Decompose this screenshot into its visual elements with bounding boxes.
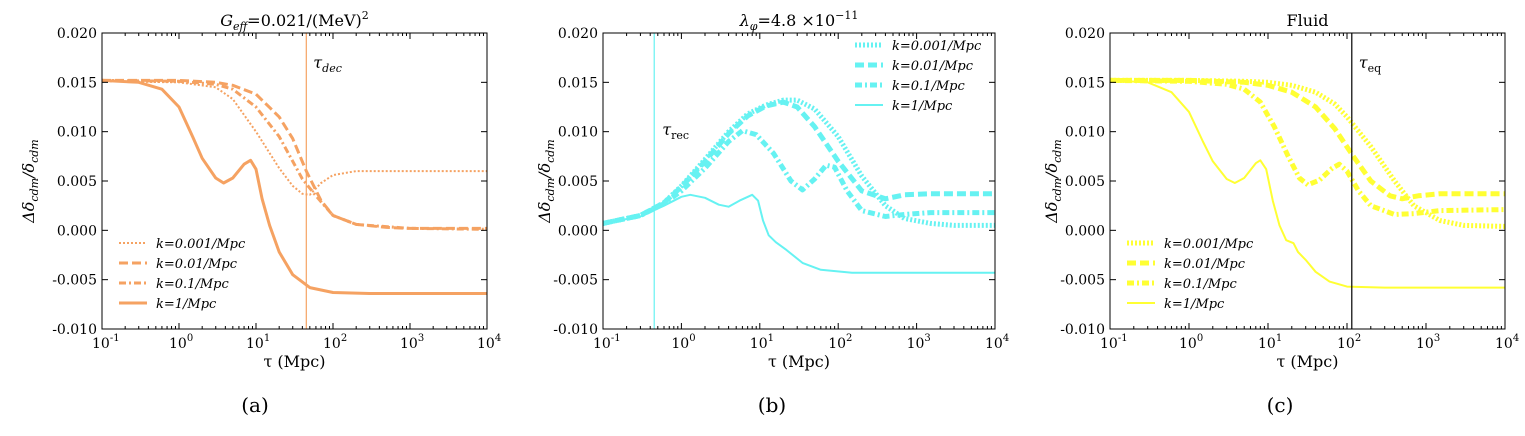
y-tick-label: 0.005 bbox=[57, 174, 97, 190]
legend-entry: k=0.01/Mpc bbox=[1164, 257, 1246, 272]
y-tick-label: 0.005 bbox=[558, 174, 598, 190]
x-axis-label: τ (Mpc) bbox=[768, 352, 830, 371]
x-tick-label: 104 bbox=[477, 333, 501, 352]
y-tick-label: 0.015 bbox=[1065, 75, 1105, 91]
y-tick-label: 0.000 bbox=[558, 223, 598, 239]
y-tick-label: 0.000 bbox=[1065, 223, 1105, 239]
y-tick-label: 0.015 bbox=[57, 75, 97, 91]
y-tick-label: 0.010 bbox=[558, 125, 598, 141]
panel-label: (a) bbox=[241, 393, 269, 417]
y-tick-label: 0.010 bbox=[57, 125, 97, 141]
series-line-solid-4 bbox=[603, 193, 995, 274]
y-tick-label: 0.000 bbox=[57, 223, 97, 239]
x-tick-label: 102 bbox=[1337, 333, 1361, 352]
x-tick-label: 100 bbox=[169, 333, 193, 352]
y-tick-label: 0.010 bbox=[1065, 125, 1105, 141]
plot-frame bbox=[602, 32, 996, 330]
x-tick-label: 100 bbox=[1179, 333, 1203, 352]
chart-title: Geff=0.021/(MeV)2 bbox=[220, 9, 369, 33]
y-tick-label: 0.020 bbox=[1065, 26, 1105, 42]
y-tick-label: 0.005 bbox=[1065, 174, 1105, 190]
legend-entry: k=0.1/Mpc bbox=[156, 277, 229, 292]
chart-title: λφ=4.8 ×10−11 bbox=[739, 9, 859, 33]
vline-label: τrec bbox=[662, 120, 689, 142]
y-tick-label: -0.010 bbox=[1060, 322, 1105, 338]
legend-entry: k=0.01/Mpc bbox=[892, 59, 974, 74]
x-tick-label: 103 bbox=[400, 333, 424, 352]
series-line-dashdot-3 bbox=[102, 78, 487, 231]
x-tick-label: 103 bbox=[1416, 333, 1440, 352]
x-tick-label: 102 bbox=[323, 333, 347, 352]
vline-label: τdec bbox=[313, 53, 342, 75]
y-tick-label: 0.020 bbox=[57, 26, 97, 42]
legend: k=0.001/Mpc k=0.01/Mpc k=0.1/Mpc k=1/Mpc bbox=[1127, 237, 1254, 312]
x-tick-label: 103 bbox=[907, 333, 931, 352]
legend-entry: k=1/Mpc bbox=[1164, 297, 1225, 312]
legend-entry: k=1/Mpc bbox=[156, 297, 217, 312]
y-axis-label: Δδcdm/δcdm bbox=[535, 139, 557, 224]
legend-entry: k=0.001/Mpc bbox=[156, 237, 246, 252]
x-tick-label: 100 bbox=[671, 333, 695, 352]
legend-entry: k=0.001/Mpc bbox=[892, 39, 982, 54]
legend-entry: k=0.01/Mpc bbox=[156, 257, 238, 272]
series-line-dashed-2 bbox=[102, 78, 487, 230]
series-line-solid-4 bbox=[102, 78, 487, 295]
vline-label: τeq bbox=[1359, 53, 1381, 75]
legend-entry: k=1/Mpc bbox=[892, 99, 953, 114]
x-tick-label: 101 bbox=[750, 333, 774, 352]
series-line-solid-4 bbox=[1110, 79, 1505, 289]
y-tick-label: -0.010 bbox=[553, 322, 598, 338]
y-tick-label: -0.005 bbox=[1060, 273, 1105, 289]
y-axis-label: Δδcdm/δcdm bbox=[1042, 139, 1064, 224]
panel-label: (c) bbox=[1267, 393, 1294, 417]
x-axis-label: τ (Mpc) bbox=[263, 352, 325, 371]
series-line-dashed-2 bbox=[1110, 77, 1505, 202]
legend-entry: k=0.1/Mpc bbox=[892, 79, 965, 94]
y-axis-label: Δδcdm/δcdm bbox=[19, 139, 41, 224]
x-tick-label: 101 bbox=[246, 333, 270, 352]
x-tick-label: 104 bbox=[985, 333, 1009, 352]
chart-title: Fluid bbox=[1287, 11, 1329, 30]
y-tick-label: -0.010 bbox=[52, 322, 97, 338]
legend-entry: k=0.001/Mpc bbox=[1164, 237, 1254, 252]
series-line-dotted-1 bbox=[102, 80, 487, 196]
x-tick-label: 102 bbox=[828, 333, 852, 352]
x-axis-label: τ (Mpc) bbox=[1276, 352, 1338, 371]
legend: k=0.001/Mpc k=0.01/Mpc k=0.1/Mpc k=1/Mpc bbox=[855, 39, 982, 114]
series-line-dashdot-3 bbox=[603, 128, 995, 226]
legend: k=0.001/Mpc k=0.01/Mpc k=0.1/Mpc k=1/Mpc bbox=[119, 237, 246, 312]
panel-label: (b) bbox=[758, 393, 786, 417]
x-tick-label: 101 bbox=[1258, 333, 1282, 352]
y-tick-label: 0.020 bbox=[558, 26, 598, 42]
x-tick-label: 104 bbox=[1495, 333, 1519, 352]
y-tick-label: 0.015 bbox=[558, 75, 598, 91]
legend-entry: k=0.1/Mpc bbox=[1164, 277, 1237, 292]
y-tick-label: -0.005 bbox=[553, 273, 598, 289]
y-tick-label: -0.005 bbox=[52, 273, 97, 289]
